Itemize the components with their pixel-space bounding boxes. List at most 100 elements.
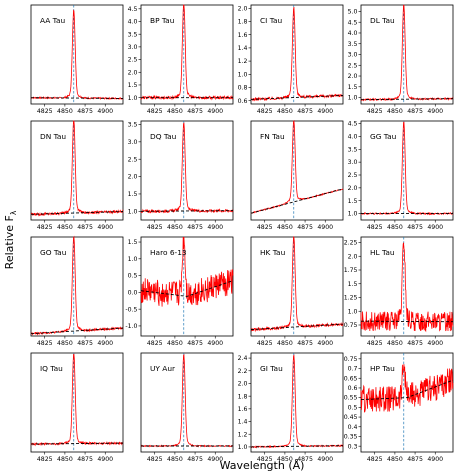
x-tick-label: 4850 — [387, 456, 403, 463]
panel-label-ci-tau: CI Tau — [260, 16, 283, 25]
y-tick-label: 1.4 — [238, 45, 248, 52]
x-tick-label: 4900 — [207, 224, 223, 231]
y-tick-label: 1.2 — [238, 431, 248, 438]
x-tick-label: 4875 — [297, 456, 313, 463]
continuum-fit-dn-tau — [30, 211, 124, 215]
y-tick-label: 1.5 — [348, 281, 358, 288]
x-tick-label: 4875 — [297, 224, 313, 231]
x-tick-label: 4875 — [77, 224, 93, 231]
y-tick-label: 0.3 — [348, 443, 358, 450]
y-tick-label: 1.5 — [128, 239, 138, 246]
x-tick-label: 4900 — [317, 224, 333, 231]
x-tick-label: 4825 — [37, 456, 53, 463]
x-tick-label: 4900 — [317, 340, 333, 347]
continuum-fit-ci-tau — [250, 94, 344, 100]
x-tick-label: 4825 — [367, 108, 383, 115]
x-tick-label: 4850 — [57, 340, 73, 347]
x-tick-label: 4875 — [77, 108, 93, 115]
panel-label-bp-tau: BP Tau — [150, 16, 175, 25]
y-tick-label: 3.0 — [348, 159, 358, 166]
x-tick-label: 4900 — [97, 340, 113, 347]
x-tick-label: 4850 — [277, 340, 293, 347]
x-tick-label: 4825 — [37, 340, 53, 347]
y-tick-label: 4.5 — [348, 121, 358, 128]
x-tick-label: 4850 — [277, 108, 293, 115]
continuum-fit-hk-tau — [250, 323, 344, 331]
x-tick-label: 4900 — [317, 108, 333, 115]
y-tick-label: 2.5 — [348, 172, 358, 179]
y-tick-label: 3.0 — [348, 52, 358, 59]
y-tick-label: 2.0 — [128, 69, 138, 76]
panel-frame — [250, 120, 344, 221]
continuum-fit-dl-tau — [360, 98, 454, 101]
y-tick-label: 1.0 — [128, 95, 138, 102]
x-tick-label: 4900 — [427, 224, 443, 231]
y-tick-label: 0.35 — [344, 434, 358, 441]
continuum-fit-haro-6-13 — [140, 280, 234, 297]
x-tick-label: 4900 — [97, 224, 113, 231]
x-tick-label: 4875 — [77, 340, 93, 347]
x-tick-label: 4875 — [187, 224, 203, 231]
x-tick-label: 4875 — [187, 108, 203, 115]
y-tick-label: 1.6 — [238, 32, 248, 39]
y-tick-label: 0.4 — [348, 424, 358, 431]
panel-label-hl-tau: HL Tau — [370, 248, 395, 257]
panel-label-hk-tau: HK Tau — [260, 248, 286, 257]
y-tick-label: 3.5 — [128, 31, 138, 38]
y-tick-label: 4.5 — [128, 6, 138, 13]
y-tick-label: 1.25 — [344, 295, 358, 302]
spectrum-series-hl-tau — [360, 242, 454, 333]
x-axis-title: Wavelength (Å) — [220, 459, 305, 472]
y-tick-label: 2.0 — [348, 253, 358, 260]
y-tick-label: 2.5 — [128, 156, 138, 163]
panel-label-haro-6-13: Haro 6-13 — [150, 248, 187, 257]
y-tick-label: 1.0 — [348, 211, 358, 218]
x-tick-label: 4850 — [277, 224, 293, 231]
y-tick-label: 1.0 — [348, 95, 358, 102]
x-tick-label: 4900 — [207, 456, 223, 463]
y-tick-label: 2.5 — [128, 57, 138, 64]
x-tick-label: 4875 — [297, 108, 313, 115]
x-tick-label: 4900 — [207, 108, 223, 115]
x-tick-label: 4825 — [257, 108, 273, 115]
x-tick-label: 4825 — [367, 224, 383, 231]
y-tick-label: 3.5 — [348, 146, 358, 153]
x-tick-label: 4900 — [317, 456, 333, 463]
y-tick-label: 2.4 — [238, 355, 248, 362]
x-tick-label: 4900 — [97, 456, 113, 463]
x-tick-label: 4850 — [167, 224, 183, 231]
x-tick-label: 4850 — [57, 456, 73, 463]
continuum-fit-gi-tau — [250, 445, 344, 448]
panel-hk-tau: HK Tau 4825 4850 4875 4900 — [250, 236, 344, 347]
y-axis-title-subscript: λ — [9, 210, 18, 215]
x-tick-label: 4825 — [257, 224, 273, 231]
y-tick-label: 0.7 — [348, 366, 358, 373]
y-axis-title: Relative Fλ — [3, 210, 18, 269]
panel-frame — [140, 352, 234, 453]
y-tick-label: 2.0 — [348, 185, 358, 192]
x-tick-label: 4850 — [167, 108, 183, 115]
spectrum-series-haro-6-13 — [140, 236, 234, 307]
x-tick-label: 4825 — [257, 340, 273, 347]
y-tick-label: 1.5 — [128, 191, 138, 198]
panel-bp-tau: BP Tau 4825 4850 4875 4900 1.0 1.5 2.0 2.5 3.0 3.5… — [128, 4, 234, 115]
y-tick-label: 4.0 — [348, 30, 358, 37]
y-tick-label: 3.0 — [128, 139, 138, 146]
x-tick-label: 4850 — [167, 456, 183, 463]
spectrum-series-dl-tau — [360, 4, 454, 102]
y-tick-label: 1.0 — [128, 208, 138, 215]
y-tick-label: 1.8 — [238, 393, 248, 400]
panel-hl-tau: HL Tau 4825 4850 4875 4900 0.75 1.0 1.25 1.5 1.75… — [344, 236, 454, 347]
x-tick-label: 4875 — [187, 456, 203, 463]
spectrum-series-hp-tau — [360, 364, 454, 413]
x-tick-label: 4875 — [407, 456, 423, 463]
x-tick-label: 4875 — [407, 340, 423, 347]
y-tick-label: 5.0 — [348, 9, 358, 16]
y-tick-label: 0.6 — [348, 385, 358, 392]
x-tick-label: 4825 — [37, 108, 53, 115]
y-tick-label: 0.5 — [128, 273, 138, 280]
y-tick-label: 1.0 — [238, 444, 248, 451]
x-tick-label: 4875 — [407, 108, 423, 115]
x-tick-label: 4825 — [147, 108, 163, 115]
x-tick-label: 4850 — [387, 224, 403, 231]
